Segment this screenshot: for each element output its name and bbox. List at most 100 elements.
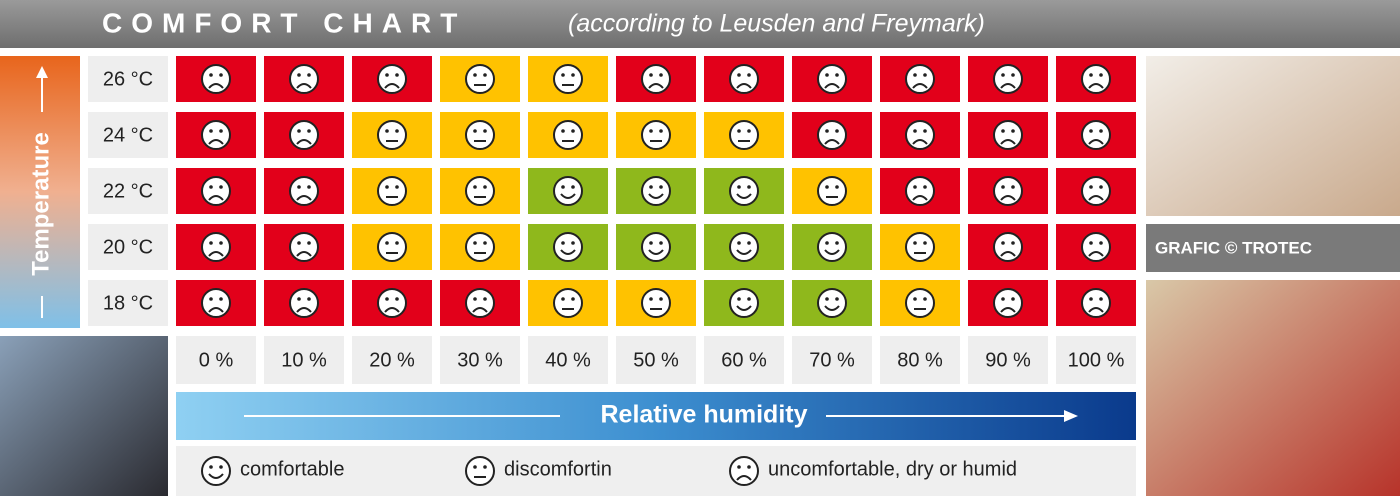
eye bbox=[483, 241, 487, 245]
eye bbox=[307, 185, 311, 189]
eye bbox=[1011, 297, 1015, 301]
face bbox=[1081, 288, 1111, 318]
arrow-head bbox=[1064, 410, 1078, 422]
eye bbox=[737, 465, 741, 469]
mouth bbox=[912, 83, 928, 89]
eye bbox=[1011, 185, 1015, 189]
column-label-bg bbox=[264, 336, 344, 384]
eye bbox=[747, 241, 751, 245]
eye bbox=[649, 185, 653, 189]
mouth bbox=[1088, 195, 1104, 201]
smiley bbox=[993, 176, 1023, 206]
eye bbox=[835, 185, 839, 189]
smiley bbox=[201, 64, 231, 94]
eye bbox=[913, 185, 917, 189]
mouth bbox=[824, 249, 840, 255]
smiley bbox=[465, 120, 495, 150]
eye bbox=[913, 297, 917, 301]
mouth bbox=[296, 195, 312, 201]
smiley bbox=[641, 120, 671, 150]
eye bbox=[307, 241, 311, 245]
eye bbox=[385, 129, 389, 133]
eye bbox=[473, 465, 477, 469]
mouth bbox=[1088, 83, 1104, 89]
smiley bbox=[465, 456, 495, 486]
eye bbox=[1099, 185, 1103, 189]
eye bbox=[1001, 73, 1005, 77]
mouth bbox=[1088, 139, 1104, 145]
smiley bbox=[729, 64, 759, 94]
mouth bbox=[824, 83, 840, 89]
mouth bbox=[1000, 251, 1016, 257]
smiley bbox=[1081, 120, 1111, 150]
eye bbox=[297, 73, 301, 77]
eye bbox=[835, 297, 839, 301]
face bbox=[377, 232, 407, 262]
eye bbox=[297, 241, 301, 245]
face bbox=[553, 120, 583, 150]
column-label: 80 % bbox=[897, 349, 943, 371]
eye bbox=[219, 129, 223, 133]
mouth bbox=[1000, 195, 1016, 201]
face bbox=[729, 176, 759, 206]
eye bbox=[747, 73, 751, 77]
eye bbox=[395, 297, 399, 301]
eye bbox=[1011, 73, 1015, 77]
eye bbox=[1099, 241, 1103, 245]
face bbox=[465, 176, 495, 206]
row-label-bg bbox=[88, 224, 168, 270]
eye bbox=[483, 73, 487, 77]
face bbox=[993, 288, 1023, 318]
eye bbox=[561, 297, 565, 301]
smiley bbox=[377, 176, 407, 206]
face bbox=[465, 456, 495, 486]
column-label: 50 % bbox=[633, 349, 679, 371]
mouth bbox=[384, 83, 400, 89]
face bbox=[993, 120, 1023, 150]
eye bbox=[473, 297, 477, 301]
mouth bbox=[384, 307, 400, 313]
smiley bbox=[1081, 288, 1111, 318]
smiley bbox=[553, 176, 583, 206]
eye bbox=[307, 129, 311, 133]
eye bbox=[737, 185, 741, 189]
eye bbox=[825, 241, 829, 245]
eye bbox=[483, 465, 487, 469]
mouth bbox=[1000, 139, 1016, 145]
eye bbox=[473, 73, 477, 77]
column-label-bg bbox=[616, 336, 696, 384]
eye bbox=[385, 185, 389, 189]
eye bbox=[1089, 185, 1093, 189]
mouth bbox=[208, 473, 224, 479]
eye bbox=[1089, 129, 1093, 133]
eye bbox=[1001, 241, 1005, 245]
smiley bbox=[201, 176, 231, 206]
eye bbox=[923, 241, 927, 245]
header-bar bbox=[0, 0, 1400, 48]
eye bbox=[1011, 129, 1015, 133]
eye bbox=[659, 129, 663, 133]
eye bbox=[473, 241, 477, 245]
row-label-bg bbox=[88, 168, 168, 214]
eye bbox=[737, 297, 741, 301]
eye bbox=[385, 241, 389, 245]
eye bbox=[913, 241, 917, 245]
eye bbox=[297, 129, 301, 133]
face bbox=[377, 288, 407, 318]
column-label-bg bbox=[968, 336, 1048, 384]
column-label-bg bbox=[176, 336, 256, 384]
mouth bbox=[208, 251, 224, 257]
eye bbox=[825, 185, 829, 189]
eye bbox=[1089, 297, 1093, 301]
eye bbox=[395, 241, 399, 245]
eye bbox=[209, 465, 213, 469]
column-label: 70 % bbox=[809, 349, 855, 371]
smiley bbox=[641, 232, 671, 262]
face bbox=[289, 288, 319, 318]
title: COMFORT CHART bbox=[102, 7, 466, 38]
mouth bbox=[736, 193, 752, 199]
eye bbox=[1001, 297, 1005, 301]
face bbox=[817, 120, 847, 150]
eye bbox=[659, 241, 663, 245]
column-label: 100 % bbox=[1068, 349, 1125, 371]
